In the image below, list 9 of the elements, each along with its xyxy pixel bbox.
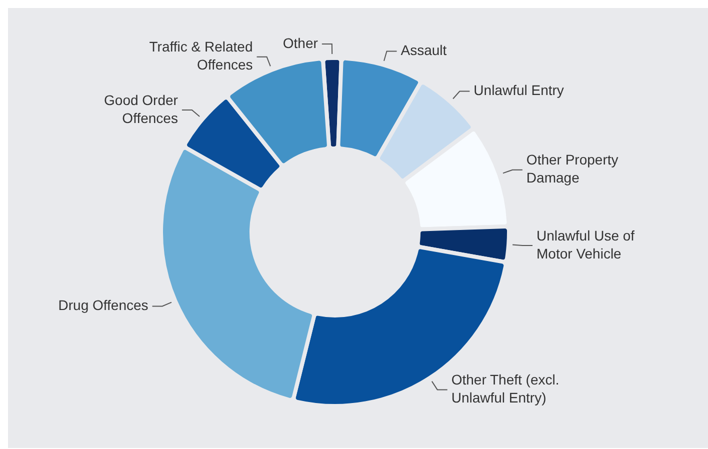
slice-label: Other Property Damage	[526, 152, 618, 186]
slice-label: Other Theft (excl. Unlawful Entry)	[451, 372, 560, 406]
slice-label: Unlawful Use of Motor Vehicle	[536, 227, 635, 262]
slice-label: Traffic & Related Offences	[149, 38, 253, 73]
slice-label: Other	[282, 34, 318, 51]
slice-label: Assault	[400, 42, 447, 58]
slice-label: Drug Offences	[58, 297, 148, 314]
slice-label: Good Order Offences	[104, 92, 178, 126]
slice-label: Unlawful Entry	[474, 82, 564, 98]
